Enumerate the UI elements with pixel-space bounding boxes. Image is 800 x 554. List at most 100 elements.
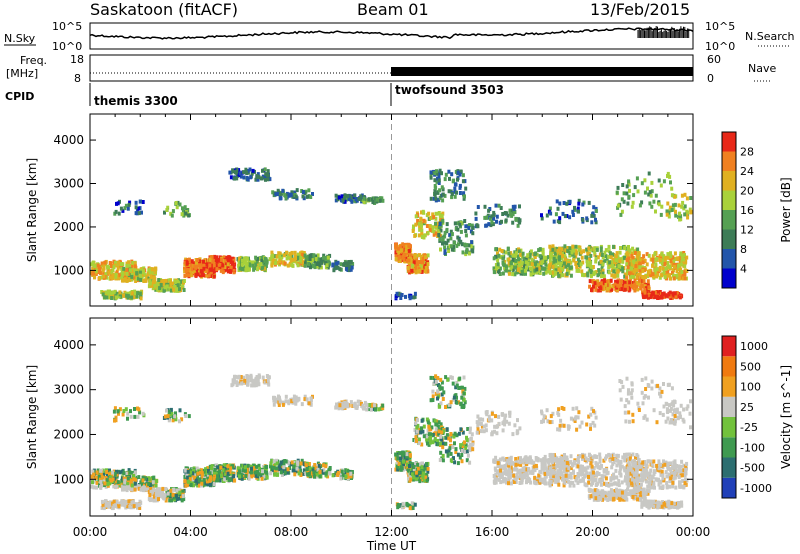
range-cell — [120, 469, 124, 474]
range-cell — [443, 245, 447, 250]
range-cell — [555, 199, 559, 204]
range-cell — [602, 274, 606, 279]
range-cell — [199, 468, 203, 473]
range-cell — [304, 261, 307, 266]
range-cell — [438, 237, 442, 241]
range-cell — [640, 200, 644, 205]
range-cell — [302, 461, 306, 466]
range-cell — [331, 473, 335, 478]
range-cell — [308, 466, 312, 471]
range-cell — [126, 476, 130, 481]
range-cell — [661, 257, 665, 262]
range-cell — [614, 258, 618, 263]
range-cell — [659, 183, 663, 188]
range-cell — [307, 462, 311, 466]
range-cell — [414, 265, 418, 270]
range-cell — [308, 257, 312, 261]
range-cell — [179, 279, 183, 284]
y-tick-label: 4000 — [53, 133, 84, 147]
range-cell — [246, 375, 250, 380]
range-cell — [625, 262, 629, 267]
range-cell — [269, 464, 272, 469]
range-cell — [200, 481, 204, 486]
range-cell — [605, 280, 609, 284]
range-cell — [635, 281, 639, 285]
range-cell — [311, 192, 314, 196]
range-cell — [464, 229, 468, 233]
range-cell — [100, 275, 104, 280]
range-cell — [625, 184, 629, 189]
range-cell — [640, 265, 644, 270]
range-cell — [666, 260, 670, 265]
range-cell — [106, 501, 110, 506]
range-cell — [232, 378, 236, 383]
range-cell — [187, 258, 191, 263]
range-cell — [334, 261, 338, 266]
range-cell — [303, 394, 307, 399]
range-cell — [440, 171, 443, 176]
range-cell — [238, 474, 241, 479]
range-cell — [254, 464, 258, 469]
range-cell — [514, 217, 518, 222]
range-cell — [230, 383, 234, 388]
range-cell — [154, 492, 158, 497]
range-cell — [625, 258, 629, 262]
range-cell — [548, 263, 552, 268]
range-cell — [194, 475, 198, 480]
range-cell — [119, 206, 123, 211]
range-cell — [670, 296, 674, 300]
range-cell — [112, 265, 116, 270]
range-cell — [394, 245, 398, 250]
range-cell — [596, 255, 600, 260]
range-cell — [247, 467, 250, 472]
range-cell — [648, 201, 652, 206]
range-cell — [213, 254, 217, 259]
range-cell — [300, 458, 304, 463]
range-cell — [683, 212, 687, 217]
range-cell — [686, 215, 690, 220]
range-cell — [615, 251, 619, 256]
range-cell — [106, 482, 109, 487]
range-cell — [558, 263, 562, 268]
range-cell — [171, 492, 175, 497]
range-cell — [139, 277, 143, 282]
range-cell — [474, 211, 478, 216]
range-cell — [235, 383, 239, 387]
range-cell — [225, 475, 229, 480]
range-cell — [464, 186, 468, 191]
range-cell — [102, 472, 106, 477]
range-cell — [290, 460, 294, 465]
range-cell — [601, 268, 605, 273]
range-cell — [114, 291, 118, 296]
colorbar-swatch — [722, 190, 736, 210]
range-cell — [642, 268, 646, 273]
range-cell — [202, 263, 206, 268]
range-cell — [503, 259, 507, 264]
range-cell — [256, 267, 259, 272]
range-cell — [107, 291, 111, 296]
range-cell — [450, 192, 454, 196]
range-cell — [252, 383, 256, 388]
range-cell — [314, 472, 318, 477]
range-cell — [668, 205, 672, 210]
range-cell — [562, 261, 566, 266]
range-cell — [147, 496, 151, 501]
range-cell — [90, 474, 94, 479]
range-cell — [669, 180, 672, 185]
range-cell — [156, 287, 160, 292]
range-cell — [300, 402, 304, 407]
range-cell — [635, 268, 639, 273]
range-cell — [418, 227, 422, 232]
range-cell — [611, 257, 615, 262]
range-cell — [523, 271, 527, 276]
range-cell — [504, 268, 508, 273]
range-cell — [607, 270, 611, 275]
range-cell — [403, 253, 407, 258]
range-cell — [233, 176, 237, 181]
range-cell — [282, 462, 286, 467]
range-cell — [149, 276, 153, 281]
range-cell — [394, 257, 398, 262]
range-cell — [671, 291, 675, 296]
range-cell — [340, 198, 343, 203]
range-cell — [245, 470, 249, 475]
